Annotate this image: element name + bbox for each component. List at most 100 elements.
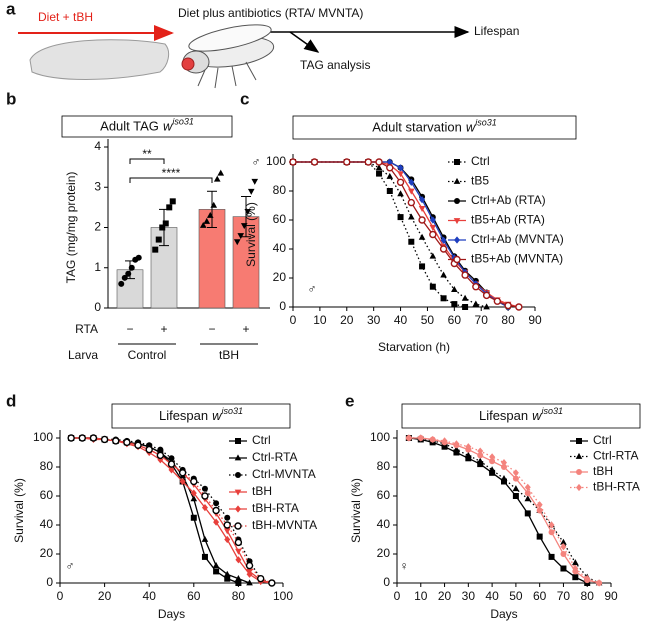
title-strain-sup: iso31 [172,117,194,127]
legend-label: tBH-RTA [593,480,640,494]
x-tick-label: 0 [57,589,64,603]
legend-label: tBH-MVNTA [252,518,317,532]
x-tick-label: 40 [485,589,499,603]
marker [397,164,404,172]
y-tick-label: 100 [33,430,53,444]
title-strain: w [466,120,477,135]
marker [560,538,567,545]
marker [501,464,507,470]
y-tick-label: 20 [273,270,287,284]
marker [257,574,265,583]
marker [224,514,231,521]
marker [168,455,175,462]
marker [375,164,383,171]
marker [419,263,426,270]
legend-marker [234,522,242,530]
y-axis-label: Survival (%) [349,478,363,543]
chart-title: Lifespan wiso31 [479,406,563,423]
legend-marker [234,489,242,496]
x-axis-label: Days [490,607,517,621]
marker [524,495,532,502]
marker [167,460,176,468]
title-box [401,403,641,429]
marker [118,280,125,287]
legend-marker [575,452,583,459]
marker [560,565,567,572]
treatment-label: Diet + tBH [38,10,93,24]
marker [240,223,248,230]
marker [376,170,383,177]
marker [440,295,447,302]
marker [451,301,458,308]
y-tick-label: 2 [94,220,101,234]
marker [407,198,416,207]
title-strain: w [163,119,174,134]
marker [162,220,169,227]
marker [453,440,460,448]
x-tick-label: 80 [581,589,595,603]
adult-diet-label: Diet plus antibiotics (RTA/ MVNTA) [178,6,363,20]
marker [429,435,436,444]
marker [512,475,519,482]
marker [224,575,231,582]
y-tick-label: 3 [94,179,101,193]
marker [125,270,132,277]
marker [112,437,120,445]
marker [159,224,166,231]
title-text: Lifespan [479,408,528,423]
panel-label: b [6,89,16,108]
y-tick-label: 1 [94,260,101,274]
x-tick-label: 40 [143,589,157,603]
y-tick-label: 40 [273,241,287,255]
marker [128,264,135,271]
marker [453,446,460,452]
marker [168,466,175,474]
legend-marker [454,236,460,244]
x-tick-label: 90 [604,589,618,603]
legend-marker [453,255,461,264]
marker [123,438,131,447]
legend-label: Ctrl-RTA [252,450,298,464]
marker [536,501,543,509]
marker [441,443,448,450]
marker [489,458,496,465]
marker [386,188,393,194]
y-tick-label: 0 [94,300,101,314]
marker [465,451,472,458]
marker [501,459,507,467]
y-axis-label: TAG (mg/mg protein) [64,172,78,284]
marker [461,294,469,301]
legend-label: tB5+Ab (MVNTA) [471,252,563,266]
marker [206,211,214,218]
marker [235,556,242,564]
marker [245,561,254,570]
marker [461,271,469,279]
x-tick-label: 100 [273,589,293,603]
x-tick-label: 90 [528,313,542,327]
title-strain-sup: iso31 [475,118,497,128]
x-tick-label: 70 [557,589,571,603]
y-tick-label: 60 [377,488,391,502]
marker [169,198,176,205]
marker [223,570,231,577]
legend-label: tB5 [471,174,489,188]
marker [210,201,218,208]
y-tick-label: 0 [46,575,53,589]
larva [29,39,170,80]
title-strain: w [532,408,543,423]
chart-title: Adult TAG wiso31 [100,117,194,134]
x-tick-label: 40 [394,313,408,327]
marker [439,245,448,253]
x-axis-label: Days [158,607,185,621]
marker [482,291,491,300]
marker [223,521,231,529]
title-strain: w [212,408,223,423]
significance-bracket [129,158,165,164]
marker [462,304,469,310]
marker [310,158,319,166]
marker [247,188,255,195]
marker [417,434,424,442]
marker [440,236,447,244]
marker [235,580,242,586]
